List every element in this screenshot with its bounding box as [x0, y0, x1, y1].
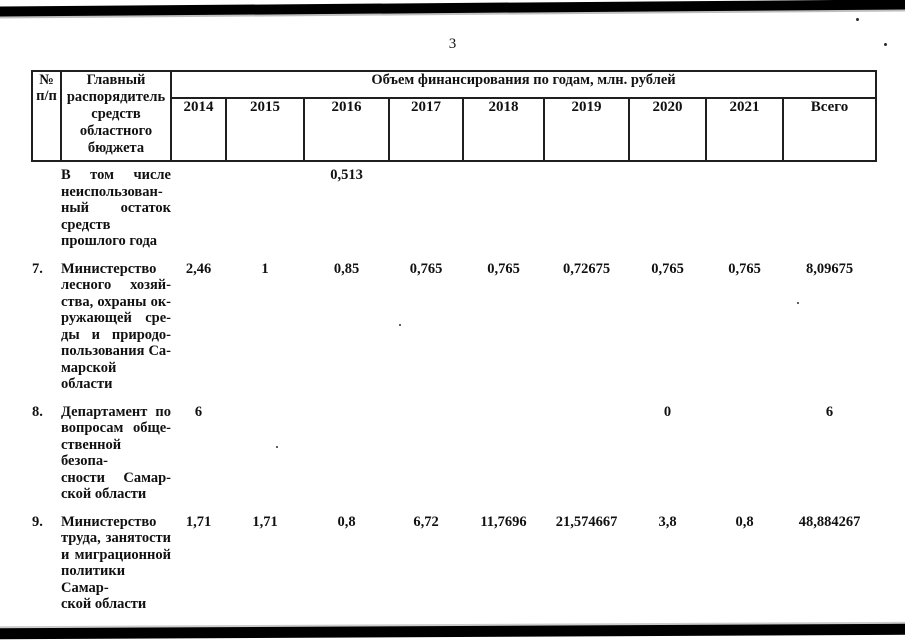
- row-label-line: Министерство: [61, 260, 157, 277]
- row-value: [706, 404, 783, 514]
- table-row: В том числе неиспользован-ный остаток сред…: [32, 161, 876, 261]
- row-label-line: лесного хозяй-: [61, 277, 171, 293]
- scan-speck: [856, 18, 859, 21]
- row-value: [544, 161, 629, 261]
- row-label-line: марской области: [61, 359, 117, 393]
- row-value: 0,513: [330, 167, 363, 183]
- row-label-line: ской области: [61, 596, 147, 612]
- header-year-2015: 2015: [225, 97, 305, 162]
- row-label: Министерство лесного хозяй-ства, охраны о…: [61, 261, 171, 404]
- row-label-line: Министерство: [61, 513, 157, 530]
- row-label-line: и миграционной: [61, 546, 171, 563]
- row-label-line: вопросам обще-: [61, 420, 171, 436]
- row-value: 48,884267: [798, 513, 861, 530]
- scan-speck: [797, 302, 799, 304]
- header-total-col: Всего: [782, 97, 877, 162]
- row-value: 6: [825, 403, 834, 420]
- row-value: [544, 404, 629, 514]
- row-label-line: прошлого года: [61, 233, 158, 249]
- row-label-line: ственной безопа-: [61, 436, 122, 470]
- row-value: 0,8: [337, 513, 356, 530]
- scan-artifact-bottom-bar: [0, 623, 905, 640]
- row-number: [32, 161, 61, 261]
- row-value: 2,46: [185, 260, 212, 277]
- row-number: 9.: [32, 513, 43, 530]
- row-value: [706, 161, 783, 261]
- table-row: 9. Министерство труда, занятости и миграцио…: [32, 514, 876, 624]
- row-label-line: пользования Са-: [61, 343, 171, 359]
- scan-speck: [276, 446, 278, 448]
- row-value: [389, 161, 463, 261]
- row-value: [304, 404, 389, 514]
- table-row: 7. Министерство лесного хозяй-ства, охраны…: [32, 261, 876, 404]
- header-num-col: № п/п: [31, 70, 62, 162]
- header-year-2020: 2020: [628, 97, 707, 162]
- row-label-line: сности Самар-: [61, 469, 171, 486]
- row-value: 1,71: [185, 513, 212, 530]
- row-value: [226, 161, 304, 261]
- row-label: В том числе неиспользован-ный остаток сред…: [61, 161, 171, 261]
- row-value: 1,71: [252, 513, 278, 530]
- row-label-line: В том числе: [61, 167, 171, 183]
- header-year-2014: 2014: [170, 97, 227, 162]
- row-label-line: Департамент по: [61, 403, 171, 420]
- scan-speck: [884, 43, 887, 46]
- row-value: 0,85: [333, 260, 360, 277]
- row-value: 6,72: [413, 513, 439, 530]
- row-label-line: ской области: [61, 486, 147, 502]
- page-number: 3: [448, 36, 457, 52]
- row-label-line: ружающей сре-: [61, 310, 171, 326]
- row-label-line: ства, охраны ок-: [61, 293, 171, 310]
- row-label-line: средств: [61, 216, 111, 233]
- row-value: [171, 161, 226, 261]
- header-year-2017: 2017: [388, 97, 464, 162]
- header-financing-span: Объем финансирования по годам, млн. рубл…: [170, 70, 877, 99]
- row-value: [463, 161, 544, 261]
- row-value: 0,8: [735, 513, 754, 530]
- header-year-2018: 2018: [462, 97, 545, 162]
- row-label-line: ный остаток: [61, 200, 171, 216]
- year-header-row: 2014 2015 2016 2017 2018 2019 2020 2021 …: [32, 97, 877, 162]
- row-label-line: неиспользован-: [61, 183, 163, 200]
- table-header: № п/п Главный распорядитель средств обла…: [31, 70, 877, 162]
- row-value: 0,765: [728, 260, 761, 277]
- row-value: 0,765: [651, 260, 684, 277]
- table-row: 8. Департамент по вопросам обще-ственной б…: [32, 404, 876, 514]
- row-label: Министерство труда, занятости и миграционн…: [61, 514, 171, 624]
- row-value: [783, 161, 876, 261]
- row-number: 7.: [32, 260, 43, 277]
- row-value: 21,574667: [555, 513, 618, 530]
- row-value: 0: [663, 403, 672, 420]
- row-value: 0,765: [487, 260, 520, 277]
- row-value: 0,765: [409, 260, 443, 277]
- row-label-line: политики Самар-: [61, 563, 126, 596]
- scan-speck: [399, 324, 401, 326]
- scan-artifact-top-bar: [0, 0, 905, 17]
- row-value: [463, 404, 544, 514]
- row-label-line: труда, занятости: [61, 530, 171, 546]
- row-value: 1: [261, 260, 269, 277]
- row-value: 6: [194, 403, 203, 420]
- header-year-2019: 2019: [543, 97, 630, 162]
- row-number: 8.: [32, 403, 43, 420]
- row-value: 0,72675: [562, 260, 611, 277]
- header-year-2016: 2016: [303, 97, 390, 162]
- row-value: 8,09675: [805, 260, 854, 277]
- row-value: [226, 404, 304, 514]
- financing-table: № п/п Главный распорядитель средств обла…: [31, 70, 877, 624]
- row-value: 11,7696: [480, 513, 527, 530]
- row-value: [629, 161, 706, 261]
- row-value: 3,8: [658, 513, 677, 530]
- table-body: В том числе неиспользован-ный остаток сред…: [32, 161, 876, 624]
- row-value: [389, 404, 463, 514]
- header-year-2021: 2021: [705, 97, 784, 162]
- row-label-line: ды и природо-: [61, 326, 171, 343]
- row-label: Департамент по вопросам обще-ственной без…: [61, 404, 171, 514]
- header-manager-col: Главный распорядитель средств областного…: [60, 70, 172, 162]
